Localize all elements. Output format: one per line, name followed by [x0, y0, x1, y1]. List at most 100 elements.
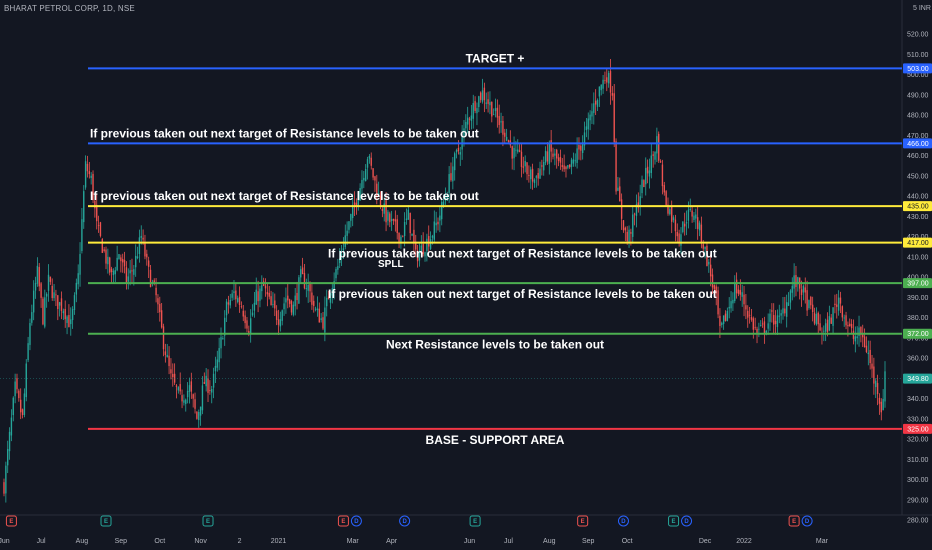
candle-body	[237, 298, 239, 302]
candle-body	[77, 273, 79, 285]
candle-body	[862, 333, 864, 338]
candle-body	[552, 153, 554, 157]
candle-body	[752, 318, 755, 330]
candle-body	[669, 209, 671, 215]
earnings-marker[interactable]	[668, 515, 680, 527]
level-price-tag-bg	[903, 278, 932, 289]
dividend-marker[interactable]	[801, 515, 813, 527]
candle-body	[224, 317, 226, 336]
candle-body	[261, 285, 263, 292]
candle-body	[433, 221, 435, 240]
candle-body	[411, 233, 413, 236]
y-tick-label: 430.00	[907, 214, 929, 221]
candle-body	[583, 132, 586, 146]
candle-body	[60, 298, 63, 311]
candle-body	[177, 387, 180, 391]
candle-body	[463, 128, 465, 138]
candle-body	[574, 160, 576, 162]
candle-body	[754, 327, 756, 329]
earnings-marker[interactable]	[577, 515, 589, 527]
candle-body	[876, 382, 879, 395]
candle-body	[734, 282, 736, 302]
earnings-marker[interactable]	[100, 515, 112, 527]
candle-body	[845, 315, 847, 326]
candle-body	[86, 163, 89, 172]
candle-body	[109, 257, 111, 273]
candle-body	[361, 179, 363, 189]
candle-body	[708, 261, 710, 265]
candle-body	[709, 264, 712, 277]
earnings-marker[interactable]	[788, 515, 800, 527]
candle-body	[630, 232, 632, 234]
x-tick-label: Jul	[37, 538, 46, 545]
candle-body	[225, 301, 228, 316]
candle-body	[619, 186, 621, 202]
x-tick-label: 2021	[271, 538, 287, 545]
candle-body	[602, 79, 604, 89]
candle-body	[784, 308, 786, 314]
earnings-marker[interactable]	[337, 515, 349, 527]
candle-body	[823, 330, 825, 332]
candle-body	[175, 385, 178, 387]
candle-body	[21, 409, 24, 416]
candle-body	[183, 400, 185, 403]
candle-body	[16, 378, 18, 390]
candle-body	[53, 292, 55, 299]
candle-body	[379, 195, 382, 206]
candle-body	[622, 220, 625, 231]
candle-body	[628, 229, 630, 244]
candle-body	[687, 209, 690, 221]
candle-body	[646, 166, 649, 174]
candle-body	[149, 269, 152, 288]
dividend-marker[interactable]	[399, 515, 411, 527]
candle-body	[385, 200, 387, 223]
dividend-marker[interactable]	[681, 515, 693, 527]
candle-body	[288, 299, 291, 304]
candle-body	[442, 201, 445, 206]
earnings-marker[interactable]	[5, 515, 17, 527]
candle-body	[140, 235, 142, 238]
candle-body	[407, 209, 410, 220]
candle-body	[253, 302, 256, 311]
candle-body	[728, 306, 730, 309]
dividend-marker[interactable]	[617, 515, 629, 527]
candle-body	[107, 256, 109, 265]
earnings-marker[interactable]	[469, 515, 481, 527]
candle-body	[296, 292, 298, 301]
candle-body	[101, 239, 103, 253]
spll-annotation: SPLL	[378, 259, 404, 270]
candle-body	[138, 237, 141, 255]
candle-body	[49, 276, 52, 282]
candle-body	[70, 319, 72, 325]
currency-label: 5 INR	[913, 5, 931, 12]
candle-body	[676, 231, 678, 237]
candle-body	[786, 302, 788, 317]
candle-body	[205, 375, 207, 387]
dividend-marker[interactable]	[350, 515, 362, 527]
candle-body	[71, 309, 74, 321]
candle-body	[335, 269, 337, 279]
level-price-tag: 397.00	[907, 281, 929, 288]
candle-body	[441, 202, 443, 220]
candle-body	[661, 164, 664, 187]
earnings-marker[interactable]	[202, 515, 214, 527]
candle-body	[40, 283, 42, 298]
candle-body	[522, 166, 525, 168]
candle-body	[34, 282, 37, 291]
y-tick-label: 310.00	[907, 457, 929, 464]
candle-body	[376, 183, 378, 196]
candle-body	[326, 298, 328, 307]
candle-body	[320, 318, 322, 320]
candle-body	[181, 395, 183, 402]
candle-body	[487, 99, 489, 104]
candle-body	[771, 310, 773, 312]
currency-code: INR	[918, 5, 931, 12]
candle-body	[787, 302, 790, 306]
candle-body	[700, 224, 703, 243]
y-tick-label: 410.00	[907, 254, 929, 261]
candle-body	[322, 317, 324, 329]
candle-body	[428, 236, 430, 247]
candle-body	[110, 268, 113, 273]
candle-body	[539, 168, 541, 179]
